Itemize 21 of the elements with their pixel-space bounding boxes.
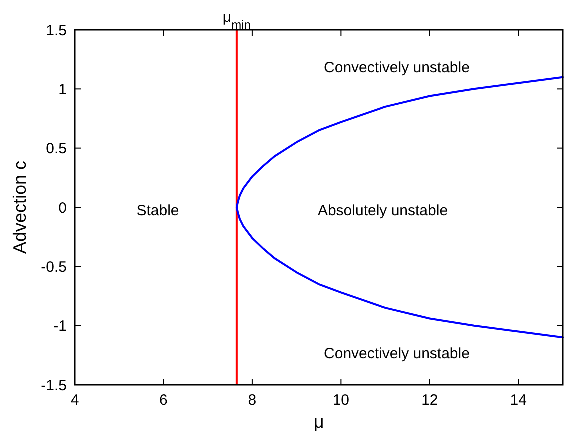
y-tick-label: -1: [54, 318, 67, 336]
line-series: [236, 76, 564, 339]
y-tick-label: 0.5: [46, 140, 67, 158]
x-tick-label: 10: [332, 392, 350, 409]
x-tick-label: 4: [70, 392, 80, 409]
annotation: Stable: [136, 202, 180, 220]
x-tick-label: 6: [160, 392, 168, 409]
y-tick-label: -0.5: [41, 258, 67, 276]
annotation: Absolutely unstable: [318, 202, 448, 220]
x-tick-label: 12: [422, 392, 438, 409]
x-axis-title: μ: [314, 412, 324, 432]
x-tick-label: 8: [248, 392, 257, 409]
ref-line-label: μ$_{min}$: [222, 9, 251, 32]
y-tick-label: -1.5: [41, 377, 67, 394]
y-tick-label: 1: [58, 81, 67, 98]
x-tick-label: 14: [510, 392, 527, 409]
y-tick-label: 1.5: [46, 22, 67, 40]
annotation: Convectively unstable: [324, 345, 470, 362]
annotation: Convectively unstable: [324, 59, 470, 76]
y-tick-label: 0: [58, 200, 67, 217]
y-axis-title: Advection c: [10, 160, 30, 254]
